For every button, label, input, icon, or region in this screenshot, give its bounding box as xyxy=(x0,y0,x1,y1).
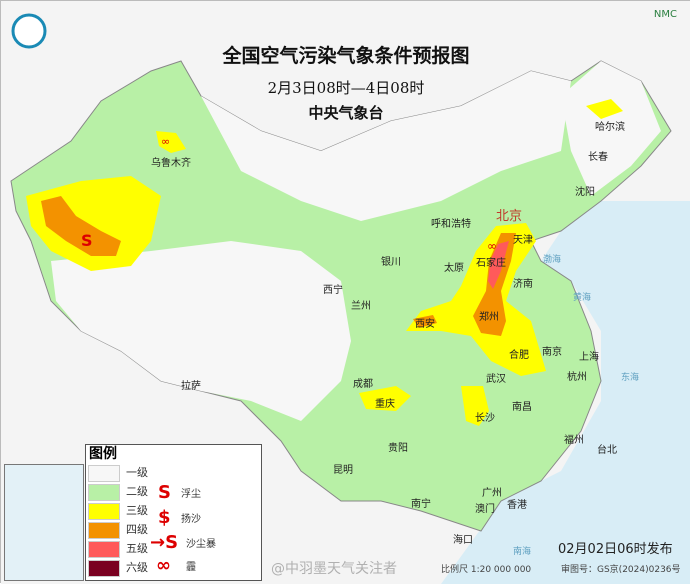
brand-label: NMC xyxy=(653,9,677,20)
city-label: 银川 xyxy=(381,257,401,268)
city-label: 南昌 xyxy=(512,402,532,413)
south-china-sea-inset xyxy=(4,464,84,581)
city-label: 南京 xyxy=(542,347,562,358)
review-number: 审图号：GS京(2024)0236号 xyxy=(561,565,681,575)
city-label: 长沙 xyxy=(475,413,495,424)
level1-northeast xyxy=(561,61,661,196)
city-label: 哈尔滨 xyxy=(595,122,625,133)
city-label: 石家庄 xyxy=(476,258,506,269)
city-label: 北京 xyxy=(496,209,523,224)
level1-north xyxy=(201,71,571,221)
level3-sichuan xyxy=(359,386,411,411)
city-label: 呼和浩特 xyxy=(431,219,471,230)
sea-label: 黄海 xyxy=(573,293,592,303)
city-label: 西宁 xyxy=(323,285,343,296)
floating-dust-icon: S xyxy=(81,231,93,250)
sea-label: 渤海 xyxy=(543,255,562,265)
city-label: 上海 xyxy=(579,352,599,363)
city-label: 昆明 xyxy=(333,465,353,476)
city-label: 杭州 xyxy=(567,372,587,383)
haze-icon: ∞ xyxy=(156,555,171,576)
city-label: 天津 xyxy=(513,235,533,246)
issue-time: 02月02日06时发布 xyxy=(558,542,673,557)
city-label: 澳门 xyxy=(475,504,495,515)
city-label: 拉萨 xyxy=(181,381,201,392)
city-label: 济南 xyxy=(513,279,533,290)
level3-harbin xyxy=(586,99,623,119)
sea-area xyxy=(441,201,690,584)
city-label: 长春 xyxy=(588,152,608,163)
level3-north-china xyxy=(406,223,546,376)
city-label: 贵阳 xyxy=(388,443,408,454)
city-label: 太原 xyxy=(444,263,464,274)
city-label: 成都 xyxy=(353,379,373,390)
city-label: 海口 xyxy=(453,535,473,546)
forecast-period: 2月3日08时—4日08时 xyxy=(267,79,425,97)
city-label: 广州 xyxy=(482,488,502,499)
nmc-logo xyxy=(11,13,47,49)
legend-title: 图例 xyxy=(89,446,117,462)
agency-name: 中央气象台 xyxy=(308,104,384,122)
level3-urumqi xyxy=(156,131,186,153)
level4-xinjiang xyxy=(41,196,121,256)
map-title: 全国空气污染气象条件预报图 xyxy=(222,45,470,67)
city-label: 西安 xyxy=(415,319,435,330)
blowing-sand-icon: $ xyxy=(158,507,171,528)
city-label: 重庆 xyxy=(375,399,395,410)
legend: 图例 一级 二级 三级 四级 五级 六级 S 浮尘 $ 扬沙 →S 沙尘暴 ∞ … xyxy=(85,444,262,581)
floating-dust-icon: S xyxy=(158,482,171,503)
sea-label: 东海 xyxy=(621,373,640,383)
city-label: 福州 xyxy=(564,435,584,446)
city-label: 乌鲁木齐 xyxy=(151,158,191,169)
city-label: 香港 xyxy=(507,500,527,511)
city-label: 沈阳 xyxy=(575,187,595,198)
city-label: 南宁 xyxy=(411,499,431,510)
sandstorm-icon: →S xyxy=(150,532,179,553)
level4-xian xyxy=(413,315,437,328)
city-label: 兰州 xyxy=(351,301,371,312)
city-label: 武汉 xyxy=(486,374,506,385)
level3-hunan xyxy=(461,386,489,426)
haze-icon: ∞ xyxy=(161,135,170,148)
city-label: 台北 xyxy=(597,445,617,456)
city-label: 郑州 xyxy=(479,312,499,323)
map-scale: 比例尺 1:20 000 000 xyxy=(441,565,532,575)
level5-hebei xyxy=(488,241,509,289)
sea-label: 南海 xyxy=(513,547,532,557)
watermark: @中羽墨天气关注者 xyxy=(271,561,397,577)
haze-icon: ∞ xyxy=(487,239,497,253)
level1-west xyxy=(51,241,351,421)
city-label: 合肥 xyxy=(509,350,529,361)
